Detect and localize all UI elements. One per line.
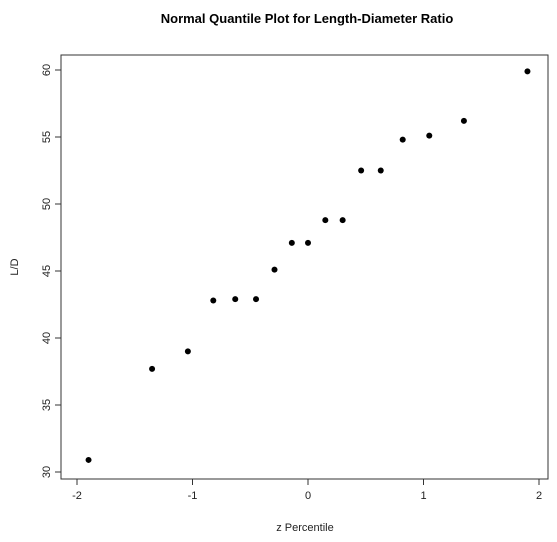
x-tick-label: 0 [305,490,311,502]
data-point [85,456,92,463]
chart-title: Normal Quantile Plot for Length-Diameter… [161,11,454,26]
data-point [377,167,384,174]
x-tick-label: 1 [420,490,426,502]
plot-frame [60,54,549,480]
data-point [339,217,346,224]
data-point [399,136,406,143]
data-point [426,132,433,139]
x-axis: -2 -1 0 1 2 [72,479,542,502]
x-tick-label: -1 [188,490,198,502]
data-point [288,239,295,246]
x-tick-label: 2 [536,490,542,502]
y-tick-label: 30 [41,466,53,478]
data-point [253,296,260,303]
data-points [85,68,531,463]
data-point [358,167,365,174]
y-tick-label: 45 [41,265,53,277]
data-point [210,297,217,304]
data-point [184,348,191,355]
data-point [322,217,329,224]
y-tick-label: 50 [41,198,53,210]
data-point [232,296,239,303]
y-tick-label: 55 [41,131,53,143]
data-point [149,365,156,372]
y-axis-label: L/D [9,258,21,275]
data-point [271,266,278,273]
y-axis: 30 35 40 45 50 55 60 [41,64,61,478]
y-tick-label: 40 [41,332,53,344]
y-tick-label: 35 [41,399,53,411]
x-tick-label: -2 [72,490,82,502]
data-point [460,117,467,124]
data-point [305,239,311,246]
y-tick-label: 60 [41,64,53,76]
x-axis-label: z Percentile [276,522,333,534]
data-point [524,68,531,75]
